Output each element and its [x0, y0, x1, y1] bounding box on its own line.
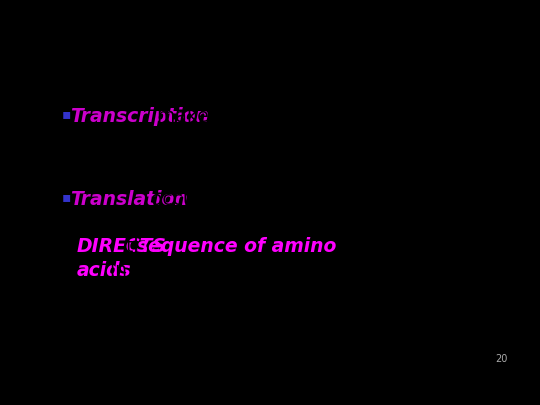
Text: DIRECTS: DIRECTS: [77, 237, 166, 256]
Text: ▪: ▪: [62, 190, 71, 205]
Text: 20: 20: [495, 354, 508, 364]
Text: Two Parts of Protein Synthesis: Two Parts of Protein Synthesis: [22, 59, 501, 87]
Text: sequence of bases of mRNA: sequence of bases of mRNA: [77, 214, 340, 233]
Text: Transcription: Transcription: [70, 107, 209, 126]
Text: occurs when the: occurs when the: [145, 190, 306, 209]
Text: portion of DNA: portion of DNA: [77, 154, 215, 173]
Text: Translation: Translation: [70, 190, 188, 209]
Text: molecule complementary to a: molecule complementary to a: [77, 131, 358, 150]
Text: sequence of amino: sequence of amino: [137, 237, 336, 256]
Text: makes an RNA: makes an RNA: [151, 107, 294, 126]
Text: ▪: ▪: [62, 107, 71, 122]
Text: in a polypeptide: in a polypeptide: [104, 261, 261, 280]
Text: acids: acids: [77, 261, 131, 280]
Text: the: the: [120, 237, 163, 256]
